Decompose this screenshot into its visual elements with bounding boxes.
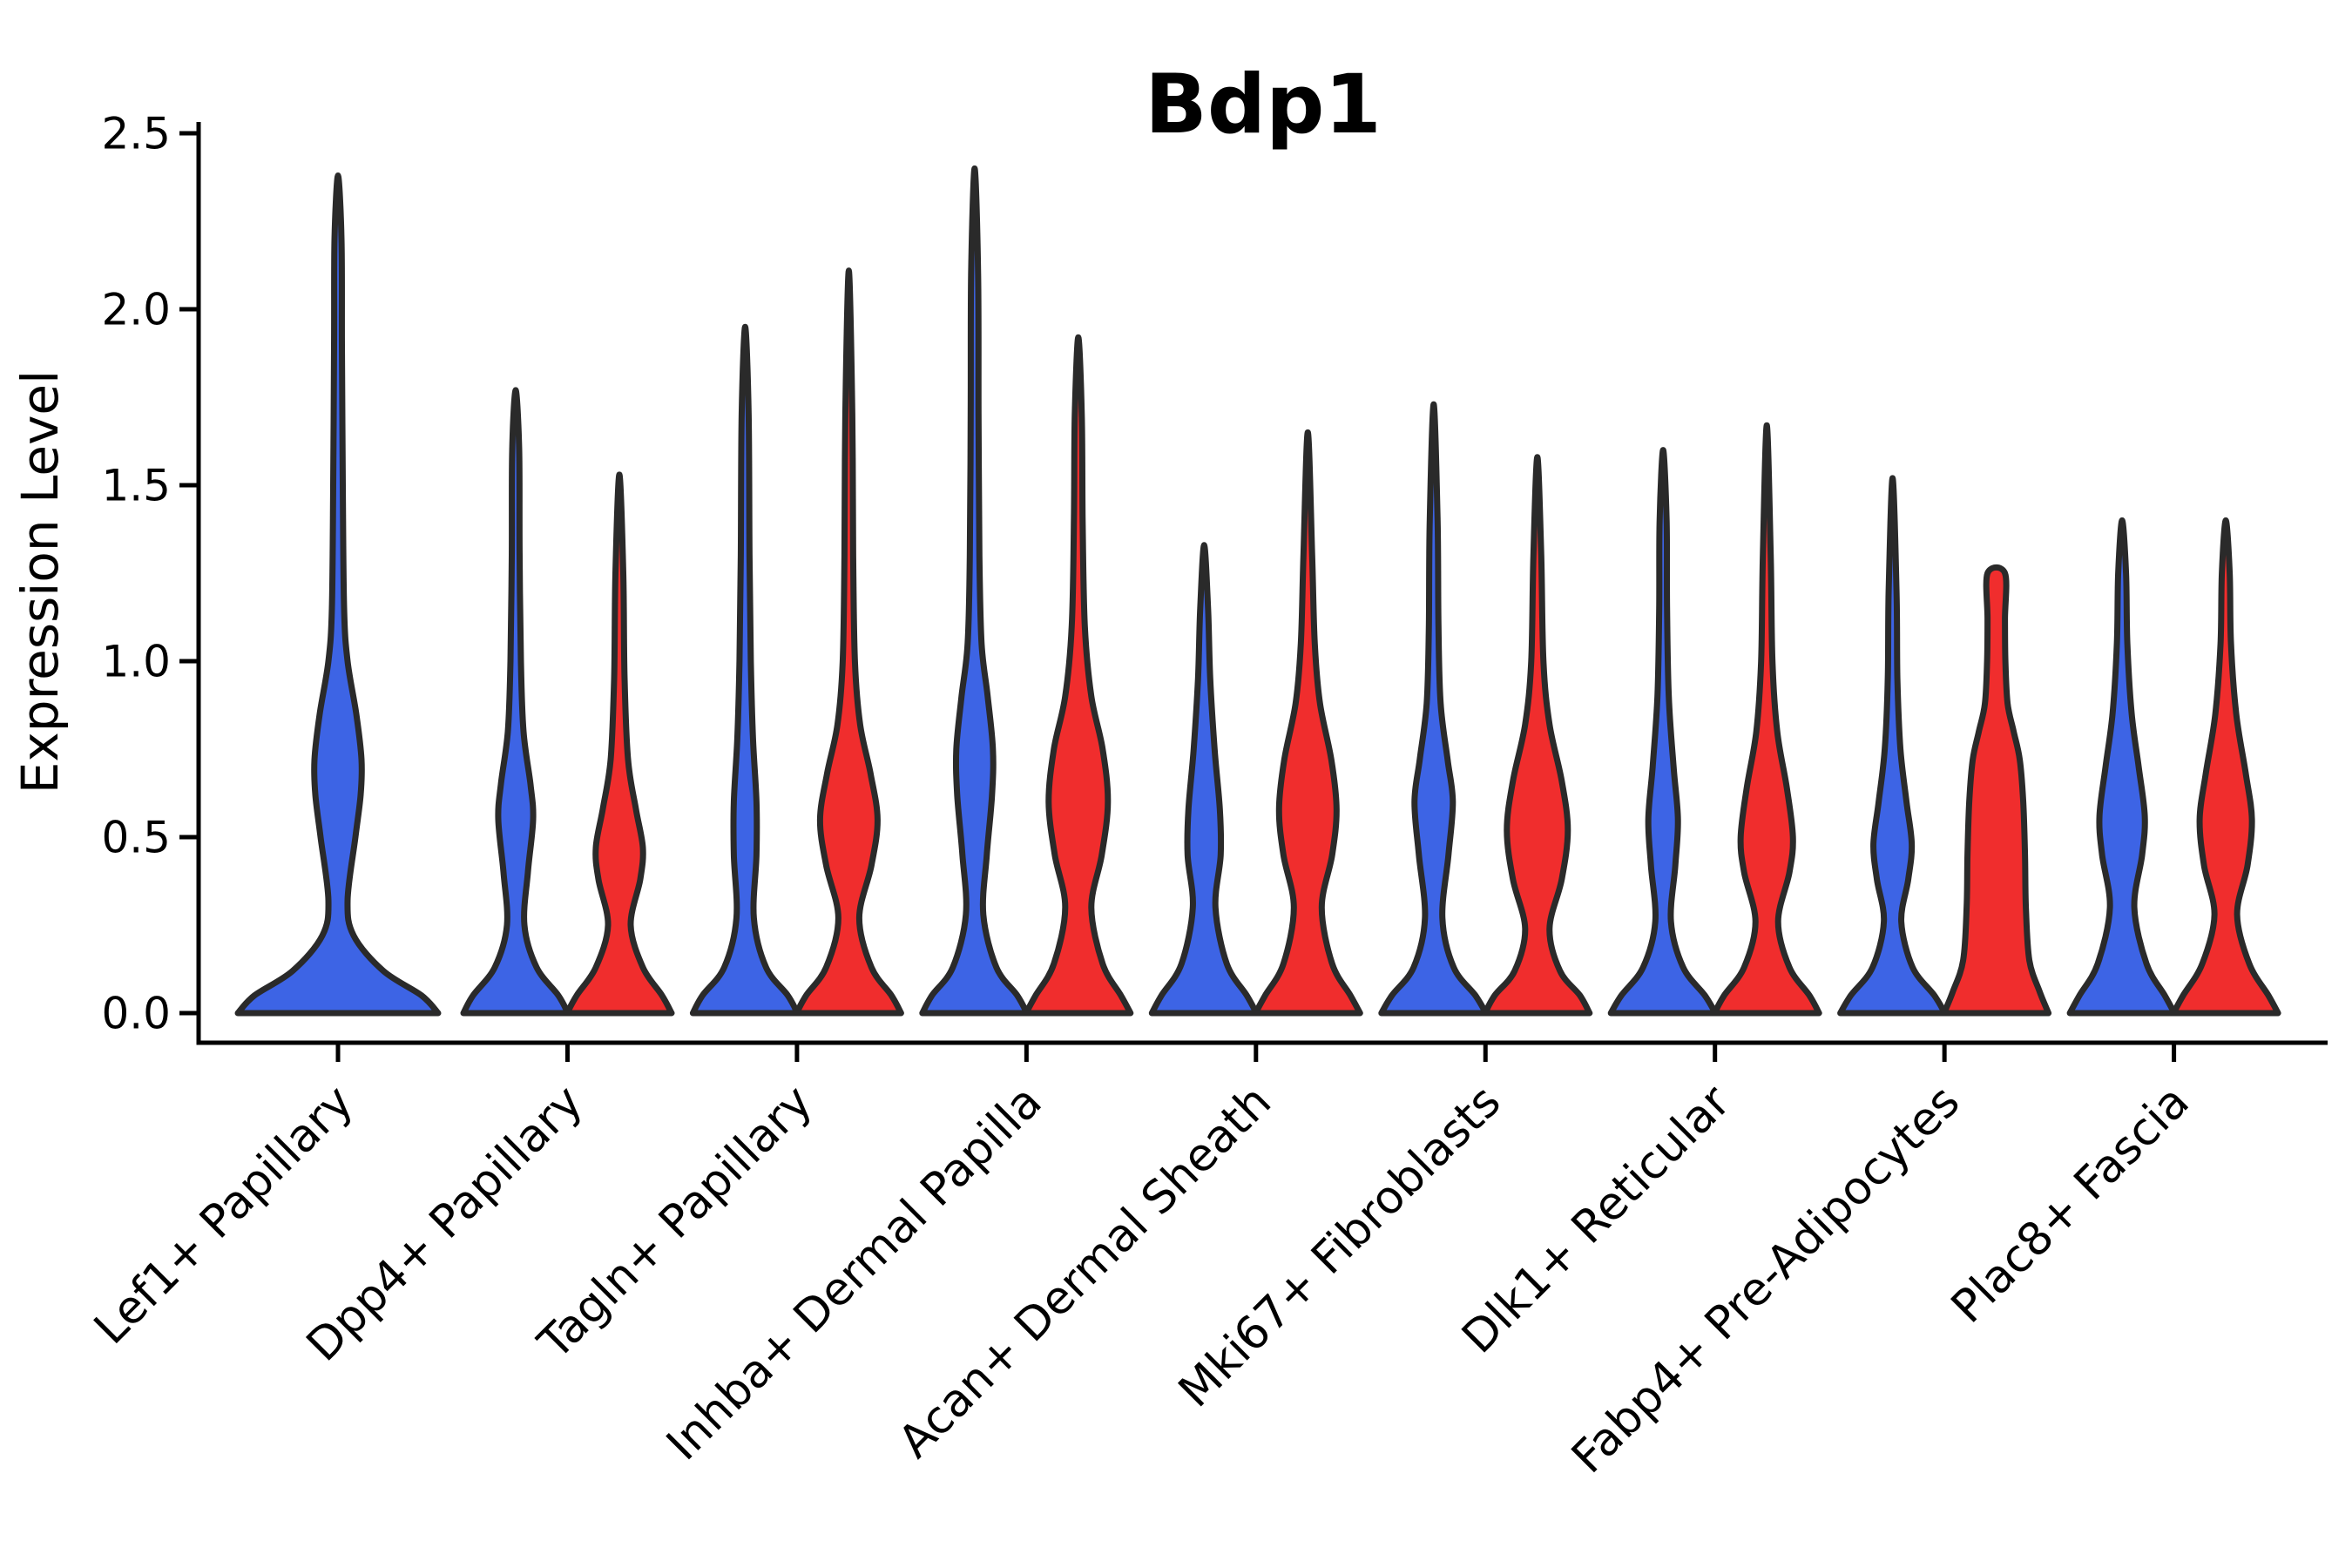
y-tick-label: 1.0 bbox=[101, 637, 171, 687]
violin-dpp4-papillary-blue bbox=[460, 387, 571, 1017]
violin-mki67-fibroblasts-blue bbox=[1378, 401, 1490, 1017]
y-tick-label: 2.0 bbox=[101, 285, 171, 335]
violin-tagln-papillary-red bbox=[793, 267, 904, 1017]
y-tick-label: 0.0 bbox=[101, 989, 171, 1039]
y-tick-labels: 0.0 0.5 1.0 1.5 2.0 2.5 bbox=[101, 109, 171, 1039]
x-tick-label: Plac8+ Fascia bbox=[1942, 1076, 2200, 1334]
violin-fabp4-pre-adipocytes-blue bbox=[1837, 475, 1949, 1017]
violin-dlk1-reticular-blue bbox=[1607, 447, 1719, 1017]
axis-layer bbox=[179, 122, 2328, 1062]
violin-tagln-papillary-blue bbox=[689, 323, 801, 1017]
x-tick-label: Acan+ Dermal Sheath bbox=[889, 1076, 1281, 1469]
violin-mki67-fibroblasts-red bbox=[1482, 454, 1593, 1017]
violin-acan-dermal-sheath-blue bbox=[1148, 542, 1260, 1017]
y-tick-label: 2.5 bbox=[101, 109, 171, 159]
violin-plac8-fascia-blue bbox=[2066, 517, 2178, 1017]
chart-title: Bdp1 bbox=[1145, 57, 1382, 152]
violin-layer bbox=[234, 165, 2281, 1017]
x-tick-labels: Lef1+ Papillary Dpp4+ Papillary Tagln+ P… bbox=[84, 1075, 2200, 1484]
violin-dlk1-reticular-red bbox=[1711, 422, 1822, 1017]
violin-inhba-dermal-papilla-blue bbox=[919, 165, 1031, 1017]
y-tick-label: 1.5 bbox=[101, 461, 171, 511]
x-tick-label: Fabp4+ Pre-Adipocytes bbox=[1562, 1076, 1970, 1484]
violin-dpp4-papillary-red bbox=[564, 471, 675, 1017]
violin-lef1-papillary-blue bbox=[234, 172, 442, 1017]
y-tick-label: 0.5 bbox=[101, 813, 171, 863]
violin-inhba-dermal-papilla-red bbox=[1023, 334, 1134, 1017]
violin-plac8-fascia-red bbox=[2170, 517, 2281, 1017]
y-axis-label: Expression Level bbox=[10, 370, 70, 794]
violin-acan-dermal-sheath-red bbox=[1252, 429, 1363, 1017]
violin-fabp4-pre-adipocytes-red bbox=[1941, 564, 2052, 1017]
x-tick-label: Inhba+ Dermal Papilla bbox=[657, 1076, 1051, 1470]
